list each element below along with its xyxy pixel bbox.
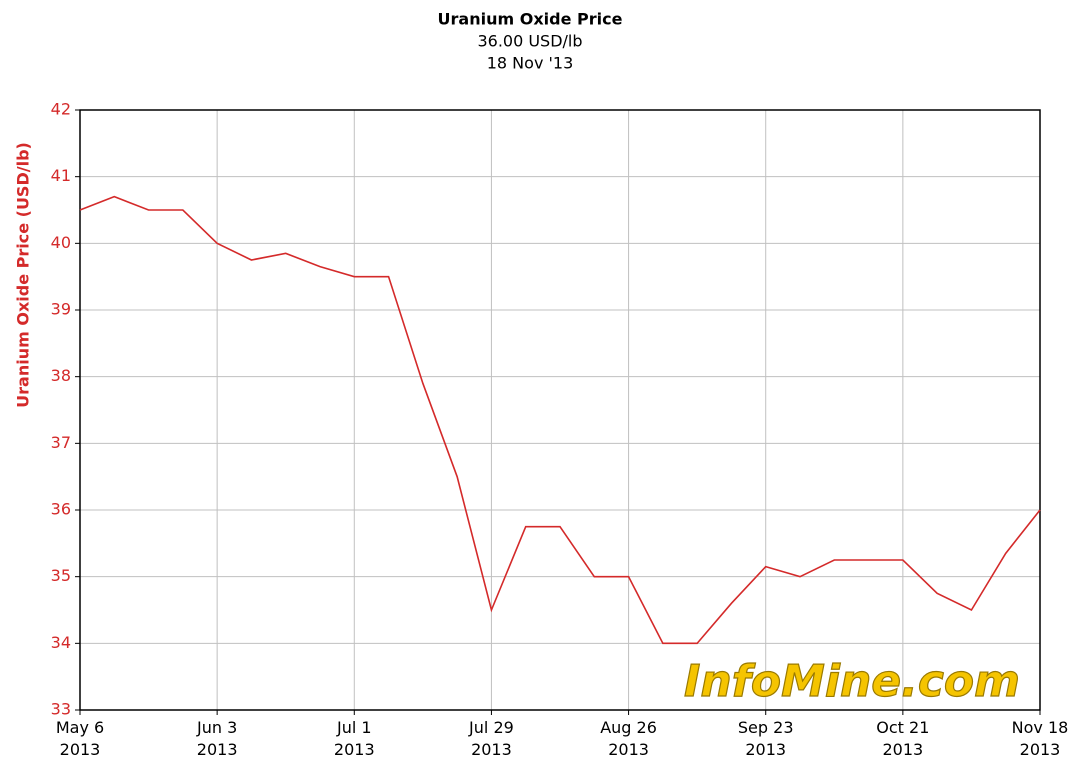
y-tick-label: 40 bbox=[51, 233, 71, 252]
x-tick-label: Aug 26 2013 bbox=[600, 718, 657, 759]
y-tick-label: 42 bbox=[51, 100, 71, 119]
plot-background bbox=[80, 110, 1040, 710]
x-tick-label: Jun 3 2013 bbox=[196, 718, 238, 759]
line-series bbox=[79, 195, 1041, 645]
y-tick-label: 35 bbox=[51, 566, 71, 585]
chart-subtitle: 36.00 USD/lb bbox=[477, 32, 582, 51]
x-tick-label: Jul 1 2013 bbox=[333, 718, 375, 759]
y-tick-label: 33 bbox=[51, 700, 71, 719]
x-tick-label: May 6 2013 bbox=[55, 718, 105, 759]
watermark: InfoMine.com bbox=[684, 656, 1020, 707]
x-tick-label: Sep 23 2013 bbox=[737, 718, 794, 759]
y-axis-label: Uranium Oxide Price (USD/lb) bbox=[14, 142, 33, 408]
x-tick-label: Jul 29 2013 bbox=[469, 718, 514, 759]
y-tick-label: 38 bbox=[51, 366, 71, 385]
plot-frame bbox=[79, 109, 1041, 711]
y-tick-label: 34 bbox=[51, 633, 71, 652]
y-tick-label: 37 bbox=[51, 433, 71, 452]
chart-title: Uranium Oxide Price bbox=[438, 10, 623, 29]
chart-subtitle: 18 Nov '13 bbox=[487, 54, 574, 73]
y-tick-label: 39 bbox=[51, 300, 71, 319]
x-tick-label: Oct 21 2013 bbox=[876, 718, 930, 759]
y-tick-label: 41 bbox=[51, 166, 71, 185]
y-tick-label: 36 bbox=[51, 500, 71, 519]
x-tick-label: Nov 18 2013 bbox=[1011, 718, 1069, 759]
